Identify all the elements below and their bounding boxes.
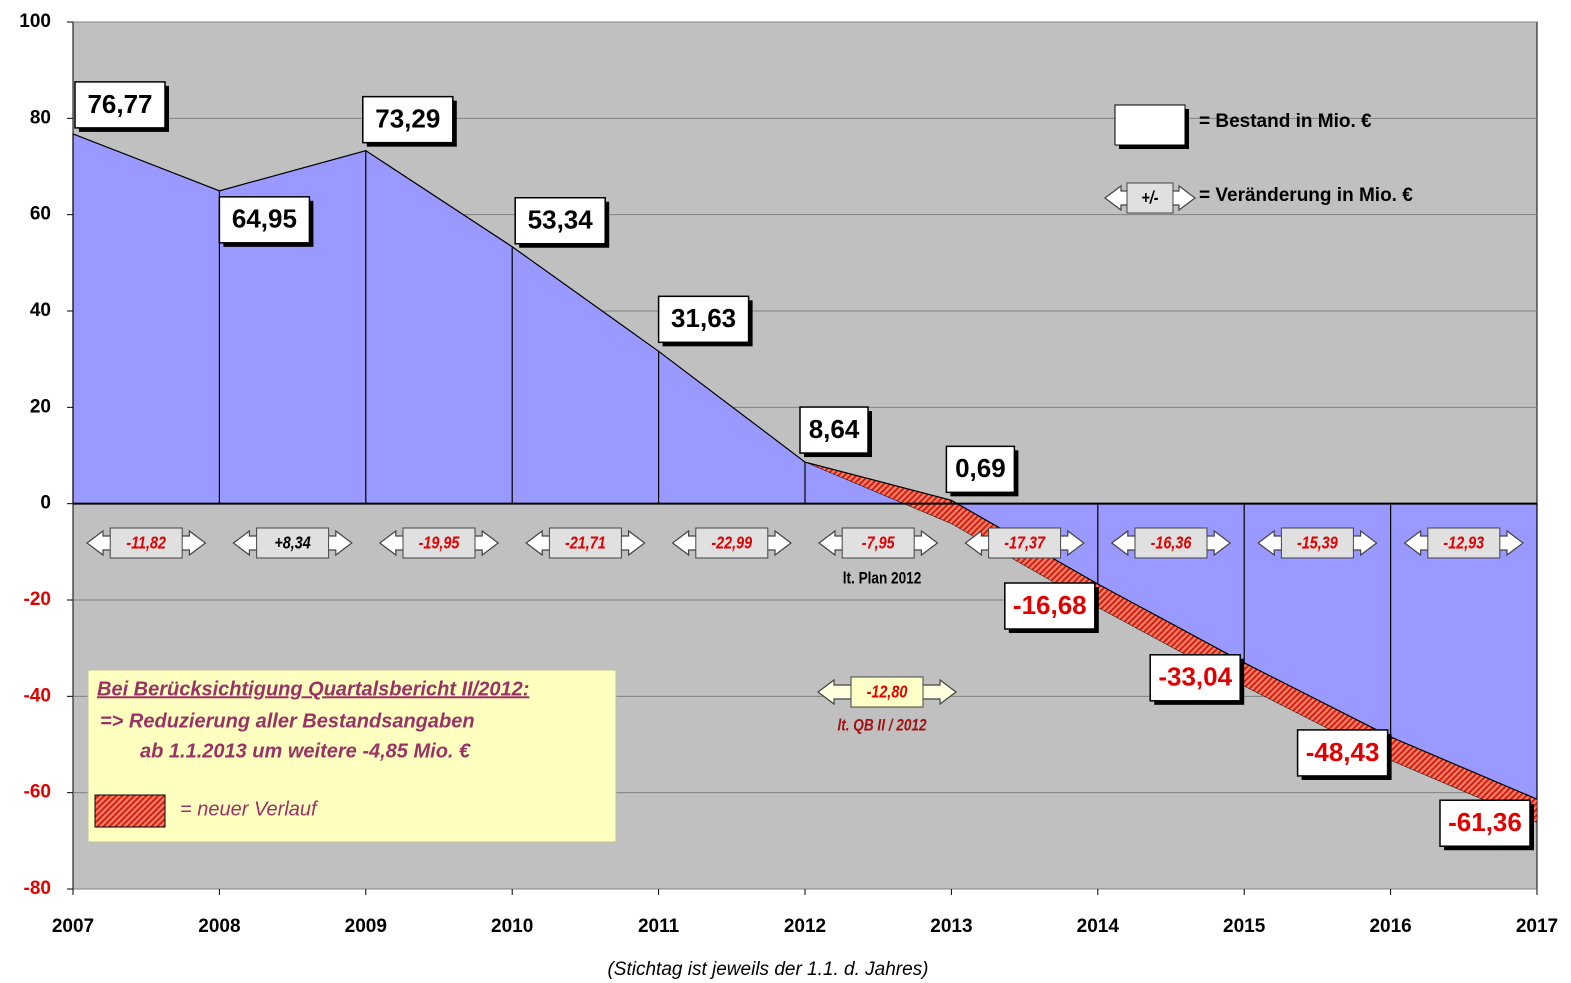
change-label: -11,82 <box>126 533 166 553</box>
value-label: -48,43 <box>1306 737 1380 767</box>
plan-note: lt. Plan 2012 <box>843 569 922 588</box>
change-box <box>695 527 769 559</box>
label-box <box>1149 654 1241 702</box>
x-tick-label: 2010 <box>491 916 533 937</box>
value-label: 8,64 <box>809 414 860 444</box>
change-label: -17,37 <box>1004 533 1046 553</box>
change-label: -12,93 <box>1443 533 1484 553</box>
x-tick-label: 2013 <box>930 916 972 937</box>
value-label: 76,77 <box>87 89 152 119</box>
y-tick-label: 80 <box>30 107 51 128</box>
legend-change-label: +/- <box>1141 188 1158 208</box>
x-tick-label: 2008 <box>198 916 240 937</box>
value-label: -61,36 <box>1448 807 1522 837</box>
qb-change-label: -12,80 <box>867 682 908 702</box>
change-box <box>1427 527 1501 559</box>
change-box <box>1280 527 1354 559</box>
y-tick-label: -40 <box>24 685 51 706</box>
change-box <box>841 527 915 559</box>
x-tick-label: 2015 <box>1223 916 1266 937</box>
label-box <box>74 81 166 129</box>
note-line: => Reduzierung aller Bestandsangaben <box>100 710 475 732</box>
note-box <box>87 669 617 843</box>
x-tick-label: 2011 <box>638 916 680 937</box>
y-tick-label: 60 <box>30 204 51 225</box>
change-box <box>1134 527 1208 559</box>
value-label: 53,34 <box>528 205 594 235</box>
label-box <box>799 406 869 454</box>
note-line: ab 1.1.2013 um weitere -4,85 Mio. € <box>140 740 471 762</box>
label-box <box>1004 582 1096 630</box>
label-box <box>1296 729 1389 777</box>
change-box <box>988 527 1062 559</box>
y-tick-label: 40 <box>30 300 51 321</box>
legend-label: = Bestand in Mio. € <box>1199 111 1372 132</box>
y-tick-label: -60 <box>24 782 51 803</box>
change-label: +8,34 <box>274 533 310 553</box>
x-tick-label: 2007 <box>52 916 94 937</box>
label-box <box>218 196 311 244</box>
value-label: 31,63 <box>671 303 736 333</box>
y-tick-label: 100 <box>19 11 51 32</box>
y-tick-label: -80 <box>24 878 51 899</box>
label-box <box>1439 799 1531 847</box>
change-label: -16,36 <box>1151 533 1193 553</box>
value-label: -16,68 <box>1013 590 1087 620</box>
qb-note: lt. QB II / 2012 <box>837 716 926 735</box>
x-tick-label: 2009 <box>345 916 387 937</box>
value-label: 73,29 <box>375 104 440 134</box>
change-box <box>109 527 183 559</box>
value-label: 0,69 <box>955 453 1006 483</box>
note-title: Bei Berücksichtigung Quartalsbericht II/… <box>97 678 529 700</box>
x-tick-label: 2012 <box>784 916 826 937</box>
value-label: 64,95 <box>232 204 297 234</box>
y-tick-label: -20 <box>24 589 51 610</box>
change-box <box>402 527 476 559</box>
legend-label: = neuer Verlauf <box>180 798 319 820</box>
value-label: -33,04 <box>1158 662 1232 692</box>
change-label: -19,95 <box>419 533 461 553</box>
qb-change-box <box>850 676 924 708</box>
legend-swatch <box>94 794 166 828</box>
line <box>72 133 1538 800</box>
x-tick-label: 2016 <box>1369 916 1411 937</box>
label-box <box>657 295 750 344</box>
change-label: -15,39 <box>1297 533 1338 553</box>
y-tick-label: 0 <box>40 493 51 514</box>
label-box <box>514 196 606 245</box>
y-tick-label: 20 <box>30 396 51 417</box>
legend-swatch <box>1114 104 1186 146</box>
change-box <box>548 527 622 559</box>
x-tick-label: 2014 <box>1077 916 1120 937</box>
change-box <box>256 527 330 559</box>
legend-label: = Veränderung in Mio. € <box>1199 185 1413 206</box>
change-label: -22,99 <box>711 533 752 553</box>
change-label: -7,95 <box>862 533 896 553</box>
legend-change-box <box>1126 182 1174 214</box>
x-tick-label: 2017 <box>1516 916 1558 937</box>
label-box <box>362 95 454 144</box>
label-box <box>945 445 1016 494</box>
change-label: -21,71 <box>565 533 606 553</box>
x-axis-label: (Stichtag ist jeweils der 1.1. d. Jahres… <box>607 959 928 980</box>
